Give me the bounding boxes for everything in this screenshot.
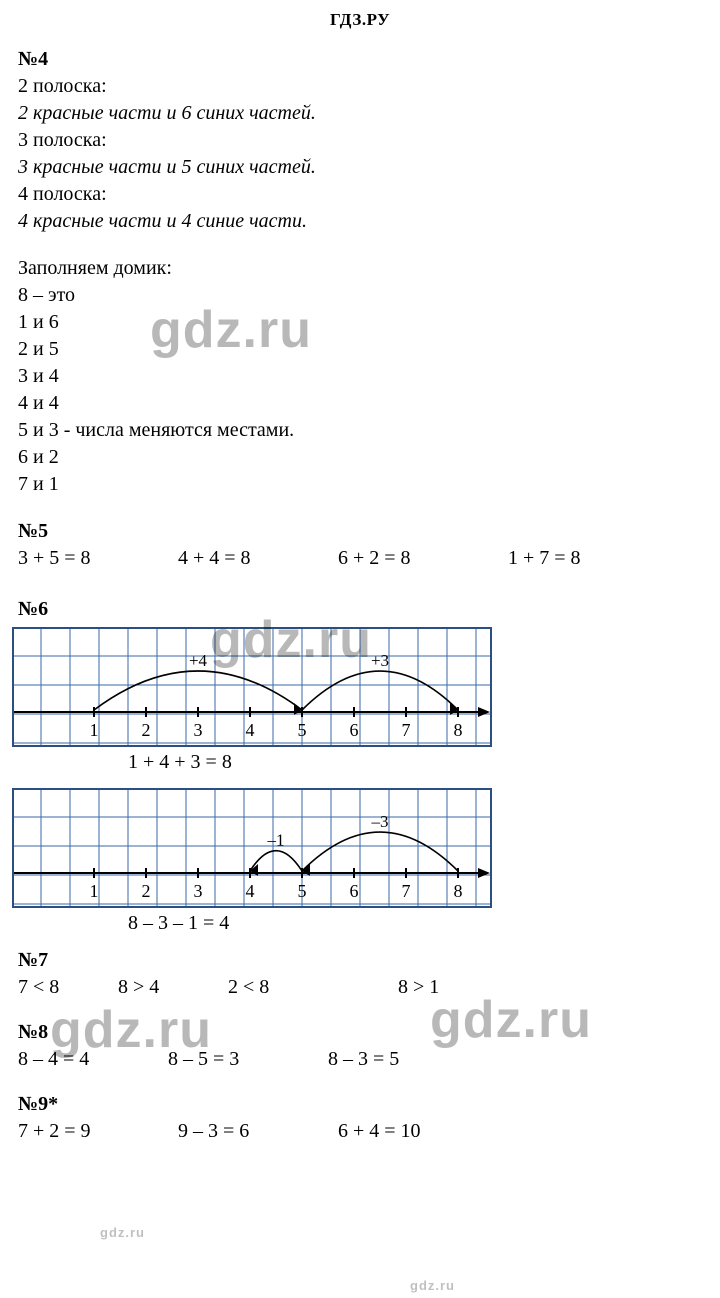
task7-heading: №7 [18,949,702,972]
task4-line: 3 полоска: [18,127,702,154]
task5-heading: №5 [18,520,702,543]
task4-house-list: 8 – это1 и 62 и 53 и 44 и 45 и 3 - числа… [18,282,702,498]
task5-item: 6 + 2 = 8 [338,545,508,572]
svg-text:7: 7 [402,881,411,901]
svg-text:2: 2 [142,720,151,740]
svg-text:8: 8 [454,720,463,740]
site-title: ГДЗ.РУ [18,10,702,30]
task7-item: 8 > 4 [118,974,228,1001]
task4-line: 4 полоска: [18,181,702,208]
task8-row: 8 – 4 = 48 – 5 = 38 – 3 = 5 [18,1046,702,1073]
svg-text:+3: +3 [371,651,389,670]
svg-text:4: 4 [246,720,255,740]
task9-item: 7 + 2 = 9 [18,1118,178,1145]
task4-house-line: 3 и 4 [18,363,702,390]
task4-line: 3 красные части и 5 синих частей. [18,154,702,181]
numberline-1: 1 2 3 4 5 6 7 8 +4 +3 [12,627,702,747]
task4-line: 2 полоска: [18,73,702,100]
task4-line: 4 красные части и 4 синие части. [18,208,702,235]
svg-text:1: 1 [90,720,99,740]
task4-body: 2 полоска:2 красные части и 6 синих част… [18,73,702,235]
task4-fill-title: Заполняем домик: [18,255,702,282]
task5-item: 3 + 5 = 8 [18,545,178,572]
task4-line: 2 красные части и 6 синих частей. [18,100,702,127]
svg-text:6: 6 [350,881,359,901]
svg-text:–1: –1 [267,831,285,850]
task4-house-line: 7 и 1 [18,471,702,498]
task9-item: 9 – 3 = 6 [178,1118,338,1145]
watermark-small-1: gdz.ru [100,1225,145,1240]
svg-text:8: 8 [454,881,463,901]
task4-house-line: 8 – это [18,282,702,309]
task8-heading: №8 [18,1021,702,1044]
svg-text:–3: –3 [371,812,389,831]
svg-text:5: 5 [298,881,307,901]
numberline-2-caption: 8 – 3 – 1 = 4 [128,912,702,935]
svg-text:+4: +4 [189,651,208,670]
svg-text:6: 6 [350,720,359,740]
svg-text:5: 5 [298,720,307,740]
task7-item: 2 < 8 [228,974,398,1001]
task9-row: 7 + 2 = 99 – 3 = 66 + 4 = 10 [18,1118,702,1145]
task5-item: 4 + 4 = 8 [178,545,338,572]
numberline-2: 1 2 3 4 5 6 7 8 –1 –3 [12,788,702,908]
watermark-small-2: gdz.ru [410,1278,455,1293]
svg-text:3: 3 [194,881,203,901]
task4-house-line: 2 и 5 [18,336,702,363]
task5-item: 1 + 7 = 8 [508,545,658,572]
task7-item: 8 > 1 [398,974,518,1001]
task4-house-line: 6 и 2 [18,444,702,471]
task6-heading: №6 [18,598,702,621]
task8-item: 8 – 4 = 4 [18,1046,168,1073]
task4-house-line: 4 и 4 [18,390,702,417]
task4-house-line: 5 и 3 - числа меняются местами. [18,417,702,444]
svg-text:2: 2 [142,881,151,901]
svg-text:7: 7 [402,720,411,740]
task4-house-line: 1 и 6 [18,309,702,336]
task7-row: 7 < 88 > 42 < 88 > 1 [18,974,702,1001]
task5-row: 3 + 5 = 84 + 4 = 86 + 2 = 81 + 7 = 8 [18,545,702,572]
task7-item: 7 < 8 [18,974,118,1001]
numberline-1-caption: 1 + 4 + 3 = 8 [128,751,702,774]
svg-text:1: 1 [90,881,99,901]
task8-item: 8 – 3 = 5 [328,1046,488,1073]
svg-text:4: 4 [246,881,255,901]
task8-item: 8 – 5 = 3 [168,1046,328,1073]
task9-heading: №9* [18,1093,702,1116]
task4-heading: №4 [18,48,702,71]
task9-item: 6 + 4 = 10 [338,1118,498,1145]
svg-text:3: 3 [194,720,203,740]
